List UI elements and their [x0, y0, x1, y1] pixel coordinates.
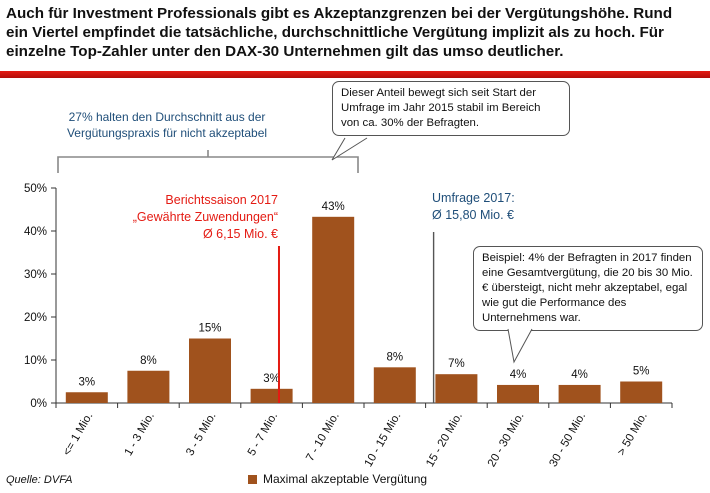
category-label: 15 - 20 Mio.	[424, 411, 465, 470]
category-label: 20 - 30 Mio.	[486, 411, 527, 470]
category-label: <= 1 Mio.	[61, 411, 95, 459]
bar	[65, 392, 108, 403]
bracket-line	[57, 156, 359, 173]
category-label: 7 - 10 Mio.	[304, 411, 342, 464]
category-label: 3 - 5 Mio.	[184, 411, 218, 459]
bracket-note: 27% halten den Durchschnitt aus der Verg…	[66, 110, 268, 140]
bar	[497, 384, 539, 403]
bar-value-label: 43%	[322, 201, 345, 213]
category-label: > 50 Mio.	[616, 411, 650, 458]
category-label: 10 - 15 Mio.	[363, 411, 404, 470]
y-tick-label: 40%	[24, 226, 47, 238]
bar	[127, 370, 170, 403]
berichtssaison-label: Berichtssaison 2017 „Gewährte Zuwendunge…	[130, 192, 278, 243]
y-tick-label: 0%	[30, 398, 47, 410]
bar	[435, 374, 478, 403]
bar	[250, 388, 293, 403]
bar	[558, 384, 601, 403]
category-label: 5 - 7 Mio.	[246, 411, 280, 459]
page-title: Auch für Investment Professionals gibt e…	[6, 5, 673, 60]
header-divider	[0, 71, 710, 78]
umfrage-line1: Umfrage 2017:	[432, 191, 515, 205]
berichtssaison-line2: „Gewährte Zuwendungen“	[132, 210, 278, 224]
bar	[312, 216, 355, 403]
callout-example: Beispiel: 4% der Befragten in 2017 finde…	[473, 246, 703, 331]
y-tick-label: 20%	[24, 312, 47, 324]
bar-value-label: 8%	[140, 355, 157, 367]
header: Auch für Investment Professionals gibt e…	[0, 0, 710, 78]
bar-value-label: 4%	[571, 369, 588, 381]
bar-value-label: 5%	[633, 366, 650, 378]
callout-top-pointer	[331, 137, 368, 161]
source-note: Quelle: DVFA	[6, 474, 73, 486]
bar-value-label: 7%	[448, 358, 465, 370]
umfrage-label: Umfrage 2017: Ø 15,80 Mio. €	[432, 190, 552, 224]
legend-swatch	[248, 474, 257, 484]
category-label: 30 - 50 Mio.	[547, 411, 588, 470]
berichtssaison-line3: Ø 6,15 Mio. €	[202, 227, 278, 241]
bar	[373, 367, 416, 403]
y-tick-label: 30%	[24, 269, 47, 281]
bar-value-label: 8%	[386, 351, 403, 363]
bar	[189, 338, 231, 403]
legend: Maximal akzeptable Vergütung	[248, 472, 427, 486]
bar	[620, 381, 663, 403]
bar-value-label: 15%	[198, 323, 221, 335]
legend-label: Maximal akzeptable Vergütung	[263, 472, 428, 486]
y-tick-label: 10%	[24, 355, 47, 367]
callout-top: Dieser Anteil bewegt sich seit Start der…	[332, 81, 570, 136]
callout-example-pointer	[507, 328, 533, 364]
umfrage-line2: Ø 15,80 Mio. €	[432, 208, 514, 222]
bar-value-label: 3%	[263, 373, 280, 385]
category-label: 1 - 3 Mio.	[123, 411, 157, 459]
bar-value-label: 4%	[510, 369, 527, 381]
berichtssaison-line1: Berichtssaison 2017	[165, 193, 278, 207]
bar-value-label: 3%	[78, 376, 95, 388]
y-tick-label: 50%	[24, 183, 47, 195]
